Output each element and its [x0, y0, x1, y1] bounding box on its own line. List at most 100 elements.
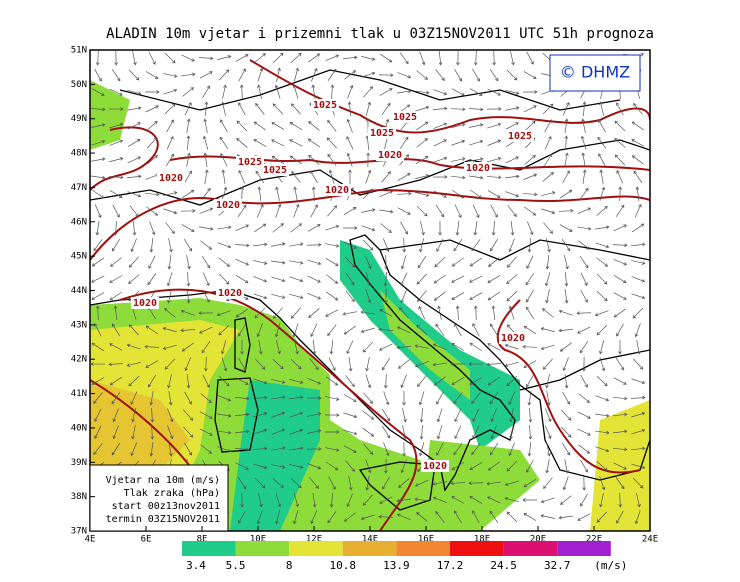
- wind-arrow: [168, 238, 173, 253]
- wind-arrow: [255, 102, 265, 115]
- lat-label: 44N: [71, 286, 87, 296]
- wind-arrow: [633, 170, 643, 183]
- colorbar-box: [182, 541, 236, 556]
- wind-arrow: [415, 192, 430, 197]
- wind-arrow: [433, 274, 446, 284]
- wind-arrow: [114, 50, 118, 66]
- wind-arrow: [400, 272, 408, 286]
- wind-arrow: [580, 135, 587, 150]
- wind-arrow: [612, 243, 628, 248]
- wind-arrow: [275, 186, 280, 201]
- wind-arrow: [599, 357, 606, 372]
- wind-arrow: [163, 73, 178, 78]
- wind-arrow: [631, 121, 644, 131]
- copyright-box: [549, 54, 641, 92]
- wind-arrow: [473, 50, 478, 66]
- isobar-label: 1020: [218, 288, 242, 299]
- lon-label: 22E: [586, 535, 602, 545]
- wind-arrow: [217, 225, 232, 230]
- wind-arrow: [451, 175, 466, 180]
- wind-arrow: [362, 494, 373, 506]
- wind-arrow: [633, 358, 644, 370]
- wind-arrow: [436, 442, 444, 456]
- wind-arrow: [294, 340, 299, 355]
- wind-arrow: [186, 374, 191, 389]
- wind-arrow: [546, 238, 551, 253]
- wind-arrow: [544, 135, 552, 150]
- colorbar-label: 17.2: [437, 559, 464, 572]
- wind-arrow: [253, 260, 268, 265]
- wind-arrow: [504, 343, 519, 350]
- wind-arrow: [325, 243, 340, 248]
- wind-arrow: [253, 378, 268, 385]
- wind-arrow: [306, 242, 322, 247]
- wind-arrow: [145, 192, 160, 197]
- isobar-label-bg: [261, 164, 289, 176]
- wind-arrow: [271, 446, 286, 451]
- wind-arrow: [202, 289, 210, 303]
- wind-arrow: [109, 376, 123, 386]
- wind-arrow: [472, 68, 480, 82]
- wind-arrow: [631, 428, 646, 435]
- wind-arrow: [615, 204, 625, 218]
- isobar-label-bg: [368, 127, 396, 139]
- wind-arrow: [149, 442, 154, 457]
- wind-arrow: [271, 428, 286, 435]
- wind-arrow: [309, 477, 319, 489]
- wind-arrow: [435, 69, 445, 82]
- wind-arrow: [343, 445, 357, 453]
- wind-arrow: [272, 52, 284, 64]
- wind-arrow: [433, 291, 446, 301]
- wind-arrow: [469, 157, 484, 162]
- wind-arrow: [362, 341, 374, 353]
- wind-arrow: [527, 221, 534, 236]
- wind-arrow: [397, 173, 411, 181]
- wind-arrow: [216, 310, 231, 317]
- wind-arrow: [166, 136, 174, 150]
- wind-arrow: [618, 186, 623, 202]
- wind-arrow: [238, 68, 246, 82]
- wind-arrow: [343, 394, 357, 402]
- wind-arrow: [489, 510, 499, 524]
- wind-arrow: [486, 481, 501, 486]
- wind-arrow: [200, 444, 212, 454]
- wind-arrow: [238, 357, 247, 371]
- wind-arrow: [258, 493, 263, 508]
- wind-arrow: [540, 344, 555, 351]
- wind-arrow: [220, 153, 228, 167]
- wind-arrow: [560, 426, 572, 438]
- wind-arrow: [545, 374, 550, 389]
- wind-arrow: [631, 378, 646, 385]
- wind-arrow: [630, 395, 646, 400]
- wind-arrow: [580, 459, 588, 473]
- wind-arrow: [95, 305, 100, 321]
- wind-arrow: [186, 271, 191, 287]
- wind-arrow: [631, 276, 646, 283]
- wind-arrow: [146, 206, 159, 216]
- wind-arrow: [613, 308, 626, 318]
- wind-arrow: [416, 205, 428, 217]
- wind-arrow: [616, 323, 624, 337]
- wind-arrow: [487, 275, 501, 283]
- wind-arrow: [271, 242, 286, 247]
- wind-arrow: [164, 358, 175, 370]
- wind-arrow: [289, 428, 304, 435]
- wind-arrow: [433, 89, 448, 96]
- lon-label: 14E: [362, 535, 378, 545]
- wind-arrow: [562, 357, 569, 372]
- wind-arrow: [579, 340, 589, 354]
- wind-arrow: [218, 69, 230, 81]
- wind-arrow: [381, 408, 391, 422]
- isobar-label-bg: [131, 297, 159, 309]
- wind-arrow: [578, 444, 591, 454]
- wind-arrow: [634, 203, 642, 218]
- wind-arrow: [289, 242, 304, 247]
- wind-arrow: [126, 361, 141, 367]
- wind-arrow: [290, 103, 301, 115]
- wind-arrow: [631, 260, 646, 265]
- wind-arrow: [453, 443, 463, 456]
- wind-arrow: [634, 510, 641, 525]
- wind-arrow: [488, 257, 500, 267]
- wind-arrow: [111, 392, 121, 405]
- wind-arrow: [633, 103, 643, 115]
